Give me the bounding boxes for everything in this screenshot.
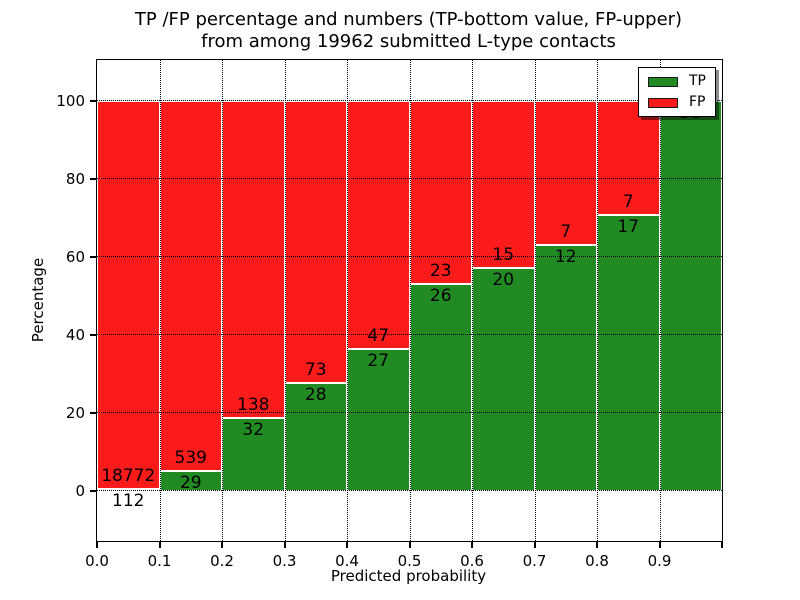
y-tick-mark xyxy=(90,334,97,336)
chart-title: TP /FP percentage and numbers (TP-bottom… xyxy=(96,9,721,53)
legend: TP FP xyxy=(638,67,716,117)
tp-bar xyxy=(409,284,472,491)
fp-count-label: 18772 xyxy=(101,465,156,486)
legend-label-tp: TP xyxy=(689,73,706,89)
x-tick-label: 0.8 xyxy=(585,552,609,570)
legend-swatch-tp-icon xyxy=(648,76,678,87)
x-tick-mark xyxy=(346,541,348,548)
y-tick-mark xyxy=(90,100,97,102)
chart-title-line1: TP /FP percentage and numbers (TP-bottom… xyxy=(134,9,683,30)
fp-bar xyxy=(472,101,535,269)
x-axis-label: Predicted probability xyxy=(330,567,487,585)
tp-count-label: 27 xyxy=(367,350,390,371)
fp-bar xyxy=(97,101,160,489)
tp-bar xyxy=(284,382,347,491)
tp-count-label: 20 xyxy=(492,270,515,291)
y-tick-label: 80 xyxy=(65,170,85,188)
fp-count-label: 7 xyxy=(622,191,634,212)
x-tick-label: 0.6 xyxy=(460,552,484,570)
fp-count-label: 47 xyxy=(367,325,390,346)
x-tick-label: 0.1 xyxy=(147,552,172,570)
tp-bar xyxy=(472,268,535,491)
tp-count-label: 29 xyxy=(179,473,202,494)
x-tick-mark xyxy=(721,541,723,548)
y-tick-mark xyxy=(90,412,97,414)
tp-bar xyxy=(534,244,597,491)
legend-label-fp: FP xyxy=(689,94,706,110)
x-tick-mark xyxy=(158,541,161,548)
x-tick-label: 0.4 xyxy=(335,552,359,570)
legend-item-tp: TP xyxy=(648,73,706,90)
x-tick-label: 0.2 xyxy=(210,552,234,570)
y-tick-mark xyxy=(90,256,97,258)
legend-item-fp: FP xyxy=(648,94,706,111)
x-tick-label: 0.0 xyxy=(85,552,109,570)
tp-count-label: 17 xyxy=(617,216,640,237)
y-tick-label: 60 xyxy=(65,248,85,266)
tp-count-label: 28 xyxy=(304,384,327,405)
x-tick-mark xyxy=(283,541,286,548)
tp-count-label: 26 xyxy=(429,286,452,307)
x-tick-mark xyxy=(658,541,661,548)
x-tick-label: 0.7 xyxy=(522,552,547,570)
y-tick-label: 100 xyxy=(56,92,85,110)
grid-line-vertical xyxy=(347,60,348,541)
grid-line-vertical xyxy=(222,60,223,541)
y-tick-label: 40 xyxy=(65,326,85,344)
grid-line-vertical xyxy=(534,60,536,541)
fp-bar xyxy=(284,101,347,383)
fp-bar xyxy=(222,101,285,418)
x-tick-mark xyxy=(221,541,223,548)
grid-line-vertical xyxy=(409,60,411,541)
x-tick-label: 0.3 xyxy=(272,552,297,570)
x-tick-mark xyxy=(408,541,411,548)
fp-count-label: 73 xyxy=(304,359,327,380)
x-tick-mark xyxy=(96,541,98,548)
tp-bar xyxy=(659,101,722,491)
x-tick-label: 0.9 xyxy=(647,552,672,570)
y-tick-label: 20 xyxy=(65,404,85,422)
fp-count-label: 7 xyxy=(560,221,572,242)
fp-count-label: 138 xyxy=(237,394,270,415)
fp-count-label: 539 xyxy=(174,448,207,469)
tp-count-label: 12 xyxy=(554,246,577,267)
x-tick-mark xyxy=(533,541,536,548)
plot-area: TP FP 18772 112 539 29 138 32 73 28 47 27 23 26 15 20… xyxy=(56,59,723,570)
y-tick-mark xyxy=(90,178,97,180)
x-tick-mark xyxy=(596,541,598,548)
tp-count-label: 32 xyxy=(242,419,265,440)
x-tick-label: 0.5 xyxy=(397,552,422,570)
chart-title-line2: from among 19962 submitted L-type contac… xyxy=(201,31,616,52)
grid-line-vertical xyxy=(159,60,161,541)
legend-swatch-fp-icon xyxy=(648,97,678,108)
fp-bar xyxy=(347,101,410,349)
y-tick-mark xyxy=(90,490,97,492)
y-tick-label: 0 xyxy=(75,482,85,500)
x-tick-mark xyxy=(471,541,473,548)
tp-count-label: 112 xyxy=(112,490,145,511)
tp-bar xyxy=(222,417,285,491)
grid-line-vertical xyxy=(284,60,286,541)
grid-line-vertical xyxy=(472,60,473,541)
fp-count-label: 23 xyxy=(429,261,452,282)
fp-count-label: 15 xyxy=(492,245,515,266)
grid-line-vertical xyxy=(597,60,598,541)
fp-bar xyxy=(159,101,222,472)
grid-line-vertical xyxy=(659,60,661,541)
